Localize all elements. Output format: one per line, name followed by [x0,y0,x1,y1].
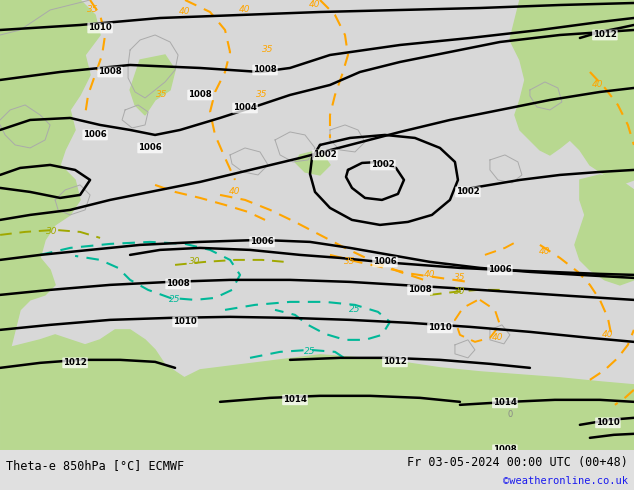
Polygon shape [510,0,634,185]
Polygon shape [575,175,634,285]
Text: 35: 35 [262,46,274,54]
Text: 1002: 1002 [456,187,480,196]
Text: 35: 35 [87,5,99,15]
Text: 30: 30 [46,227,58,236]
Text: 40: 40 [179,7,191,17]
Polygon shape [5,35,30,60]
Text: 1006: 1006 [83,130,107,140]
Text: 0: 0 [507,410,512,419]
Text: 1012: 1012 [383,357,407,367]
Text: 35: 35 [344,257,356,267]
Text: 1008: 1008 [253,66,277,74]
Text: 1008: 1008 [493,445,517,454]
Text: 1010: 1010 [173,318,197,326]
Text: 40: 40 [492,333,503,343]
Text: 1010: 1010 [596,418,620,427]
Text: 40: 40 [602,330,614,340]
Text: 1014: 1014 [493,398,517,407]
Text: 1006: 1006 [250,237,274,246]
Text: 30: 30 [454,287,466,296]
Text: 35: 35 [454,273,466,282]
Text: 1008: 1008 [166,279,190,289]
Text: 40: 40 [424,270,436,279]
Polygon shape [130,55,175,115]
Text: 1008: 1008 [188,91,212,99]
Text: 1012: 1012 [593,30,617,40]
Text: 1004: 1004 [233,103,257,113]
Text: 25: 25 [169,295,181,304]
Polygon shape [0,330,220,450]
Text: 1006: 1006 [373,257,397,267]
Text: 25: 25 [349,305,361,315]
Polygon shape [180,355,634,450]
Text: 25: 25 [304,347,316,356]
Text: 40: 40 [230,187,241,196]
Text: 40: 40 [239,5,251,15]
Text: 1010: 1010 [428,323,452,332]
Text: ©weatheronline.co.uk: ©weatheronline.co.uk [503,476,628,486]
Text: Theta-e 850hPa [°C] ECMWF: Theta-e 850hPa [°C] ECMWF [6,459,184,471]
Text: 1008: 1008 [98,68,122,76]
Text: 1006: 1006 [138,144,162,152]
Text: Fr 03-05-2024 00:00 UTC (00+48): Fr 03-05-2024 00:00 UTC (00+48) [407,456,628,469]
Text: 1012: 1012 [63,358,87,368]
Text: 40: 40 [309,0,321,9]
Text: 35: 35 [157,91,168,99]
Polygon shape [295,150,330,175]
Text: 1008: 1008 [408,285,432,294]
Polygon shape [0,0,100,390]
Text: 40: 40 [592,80,604,90]
Text: 35: 35 [256,91,268,99]
Text: 1006: 1006 [488,266,512,274]
Text: 1002: 1002 [313,150,337,159]
Text: 1014: 1014 [283,395,307,404]
Polygon shape [0,95,25,120]
Text: 40: 40 [539,247,551,256]
Text: 1010: 1010 [88,24,112,32]
Text: 1002: 1002 [371,160,395,170]
Text: 30: 30 [190,257,201,267]
